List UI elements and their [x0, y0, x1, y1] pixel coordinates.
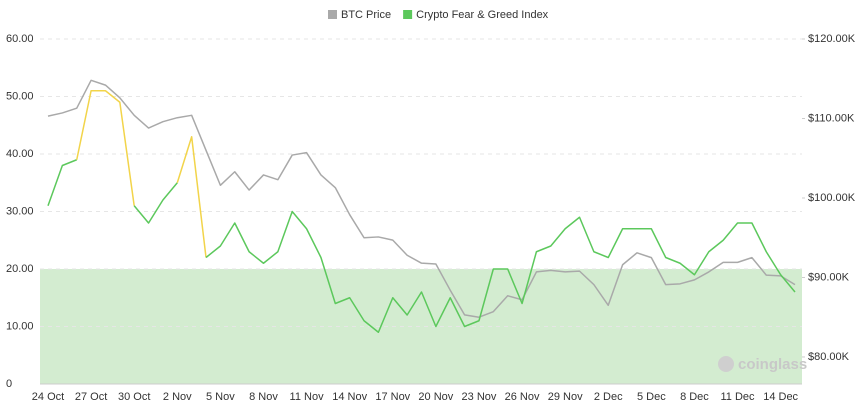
x-tick-label: 23 Nov [462, 391, 497, 403]
x-tick-label: 27 Oct [75, 391, 107, 403]
y-tick-label: 40.00 [6, 148, 34, 160]
y2-tick-label: $80.00K [808, 351, 850, 363]
legend-label: BTC Price [341, 9, 391, 21]
x-tick-label: 14 Dec [763, 391, 798, 403]
x-tick-label: 8 Nov [249, 391, 278, 403]
x-tick-label: 5 Nov [206, 391, 235, 403]
watermark-icon [718, 356, 734, 372]
y-tick-label: 30.00 [6, 205, 34, 217]
line-1 [133, 182, 178, 224]
x-tick-label: 8 Dec [680, 391, 709, 403]
x-tick-label: 29 Nov [548, 391, 583, 403]
y-tick-label: 0 [6, 378, 12, 390]
y2-tick-label: $110.00K [808, 112, 855, 124]
y2-tick-label: $120.00K [808, 33, 856, 45]
watermark: coinglass [738, 356, 807, 373]
y2-tick-label: $100.00K [808, 192, 856, 204]
x-tick-label: 20 Nov [418, 391, 453, 403]
x-tick-label: 2 Dec [594, 391, 623, 403]
y-tick-label: 50.00 [6, 90, 34, 102]
y-tick-label: 10.00 [6, 320, 34, 332]
legend-swatch [328, 10, 337, 19]
line-1 [75, 90, 135, 206]
line-1 [205, 210, 796, 333]
legend-swatch [403, 10, 413, 19]
x-tick-label: 17 Nov [375, 391, 410, 403]
line-1 [47, 159, 78, 207]
x-tick-label: 30 Oct [118, 391, 150, 403]
y-tick-label: 60.00 [6, 33, 34, 45]
x-tick-label: 24 Oct [32, 391, 64, 403]
line-0 [47, 79, 796, 318]
y-tick-label: 20.00 [6, 263, 34, 275]
x-tick-label: 2 Nov [163, 391, 192, 403]
x-tick-label: 5 Dec [637, 391, 666, 403]
x-tick-label: 26 Nov [505, 391, 540, 403]
y2-tick-label: $90.00K [808, 271, 850, 283]
x-tick-label: 14 Nov [332, 391, 367, 403]
x-tick-label: 11 Dec [721, 391, 756, 403]
legend-label: Crypto Fear & Greed Index [416, 9, 549, 21]
line-1 [176, 136, 207, 258]
x-tick-label: 11 Nov [290, 391, 325, 403]
